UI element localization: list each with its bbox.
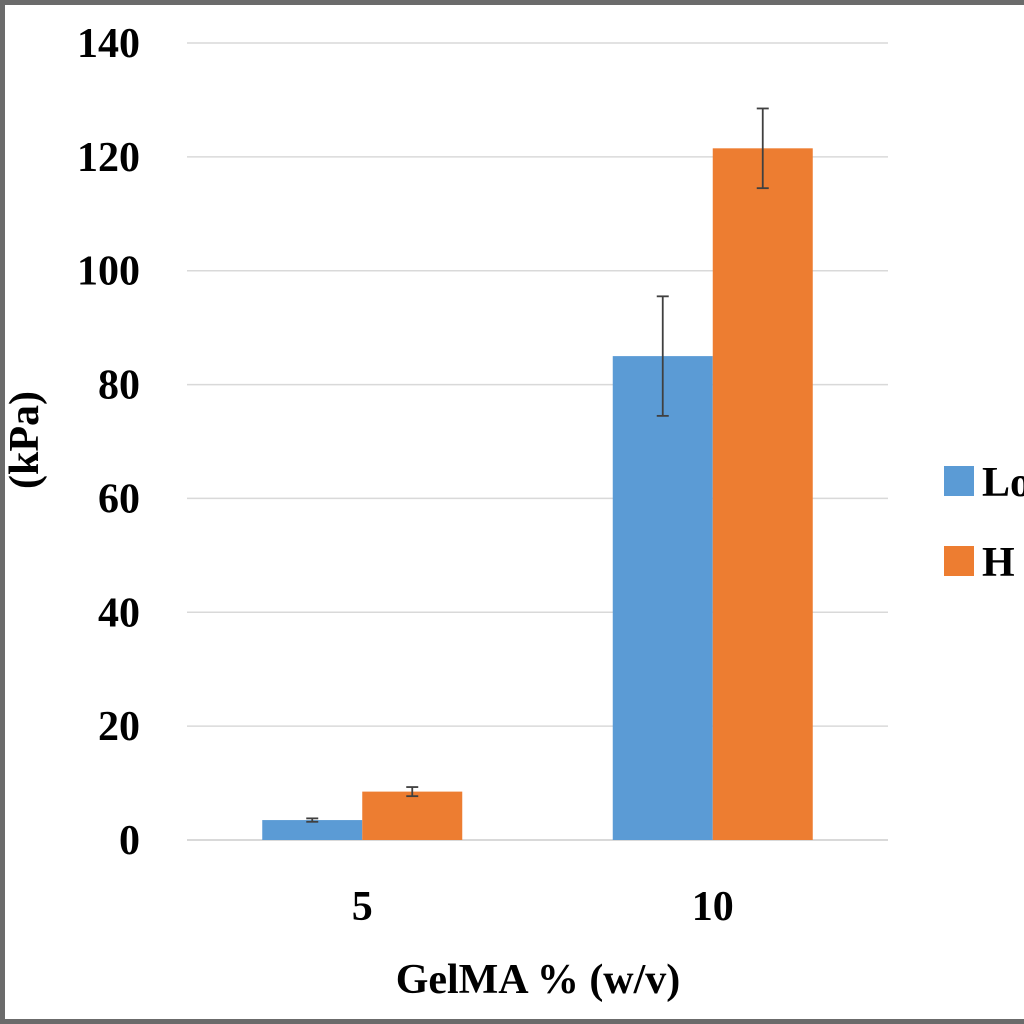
error-bar <box>656 295 669 417</box>
x-tick-label: 10 <box>692 884 734 930</box>
y-tick-label: 80 <box>98 363 140 409</box>
y-tick-label: 40 <box>98 590 140 636</box>
bar-h-10 <box>712 148 813 840</box>
error-bar <box>306 817 319 823</box>
y-tick-label: 140 <box>77 21 140 67</box>
error-bar <box>406 786 419 798</box>
bar-lo-10 <box>612 356 713 840</box>
error-bar <box>756 107 769 190</box>
bars <box>262 148 813 840</box>
x-axis-title: GelMA % (w/v) <box>396 957 681 1003</box>
legend-swatch <box>944 466 974 496</box>
x-tick-label: 5 <box>352 884 373 930</box>
y-tick-label: 60 <box>98 476 140 522</box>
legend-item: Lo <box>944 460 1024 506</box>
bar-h-5 <box>362 791 463 840</box>
y-tick-label: 0 <box>119 818 140 864</box>
y-tick-label: 100 <box>77 249 140 295</box>
y-axis-ticks: 0 20 40 60 80 100 120 140 <box>77 21 140 864</box>
y-tick-label: 20 <box>98 704 140 750</box>
y-axis-title: (kPa) <box>2 391 48 489</box>
legend-label: Lo <box>982 460 1024 506</box>
y-tick-label: 120 <box>77 135 140 181</box>
legend-label: H <box>982 540 1015 586</box>
legend-swatch <box>944 546 974 576</box>
legend: Lo H <box>944 460 1024 586</box>
legend-item: H <box>944 540 1015 586</box>
x-axis-ticks: 5 10 <box>352 884 734 930</box>
error-bars <box>306 107 769 823</box>
bar-lo-5 <box>262 820 363 840</box>
